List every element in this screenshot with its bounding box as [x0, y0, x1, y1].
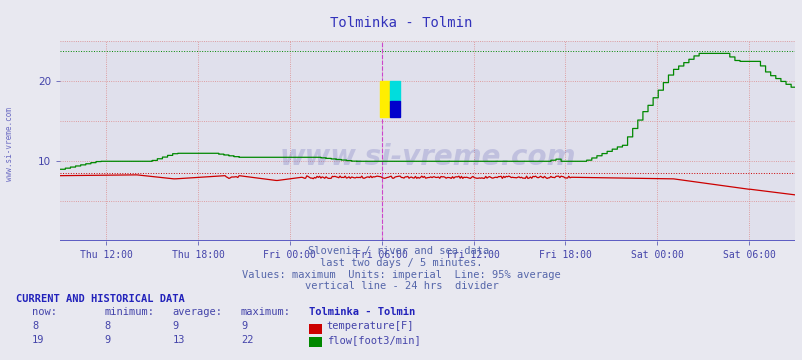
- Text: 8: 8: [32, 321, 38, 332]
- Text: now:: now:: [32, 307, 57, 317]
- Text: www.si-vreme.com: www.si-vreme.com: [279, 143, 575, 171]
- Text: Values: maximum  Units: imperial  Line: 95% average: Values: maximum Units: imperial Line: 95…: [242, 270, 560, 280]
- Text: temperature[F]: temperature[F]: [326, 321, 414, 332]
- Text: 9: 9: [172, 321, 179, 332]
- Text: last two days / 5 minutes.: last two days / 5 minutes.: [320, 258, 482, 268]
- Text: 19: 19: [32, 335, 45, 345]
- Bar: [390, 101, 400, 117]
- Text: CURRENT AND HISTORICAL DATA: CURRENT AND HISTORICAL DATA: [16, 294, 184, 305]
- Text: 9: 9: [241, 321, 247, 332]
- Bar: [390, 81, 400, 101]
- Text: www.si-vreme.com: www.si-vreme.com: [5, 107, 14, 181]
- Text: Tolminka - Tolmin: Tolminka - Tolmin: [309, 307, 415, 317]
- Text: 13: 13: [172, 335, 185, 345]
- Text: 8: 8: [104, 321, 111, 332]
- Text: minimum:: minimum:: [104, 307, 154, 317]
- Text: flow[foot3/min]: flow[foot3/min]: [326, 335, 420, 345]
- Bar: [379, 81, 390, 117]
- Text: 9: 9: [104, 335, 111, 345]
- Text: maximum:: maximum:: [241, 307, 290, 317]
- Text: Slovenia / river and sea data.: Slovenia / river and sea data.: [307, 246, 495, 256]
- Text: vertical line - 24 hrs  divider: vertical line - 24 hrs divider: [304, 282, 498, 292]
- Text: average:: average:: [172, 307, 222, 317]
- Text: 22: 22: [241, 335, 253, 345]
- Text: Tolminka - Tolmin: Tolminka - Tolmin: [330, 16, 472, 30]
